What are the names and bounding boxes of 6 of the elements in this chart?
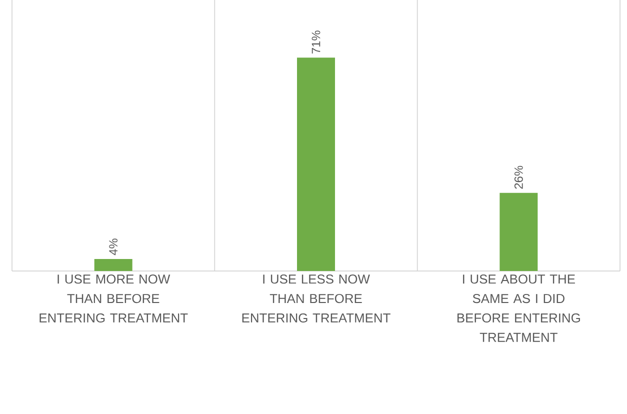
x-tick-label: I USE MORE NOW THAN BEFORE ENTERING TREATMENT: [40, 274, 188, 323]
x-tick-label: I USE LESS NOW THAN BEFORE ENTERING TREATMENT: [242, 274, 390, 323]
data-label: 71%: [312, 30, 320, 54]
data-label: 26%: [514, 166, 523, 189]
data-label: 4%: [109, 238, 118, 256]
x-tick-label: I USE ABOUT THE SAME AS I DID BEFORE ENTERING TREATMENT: [457, 274, 580, 342]
